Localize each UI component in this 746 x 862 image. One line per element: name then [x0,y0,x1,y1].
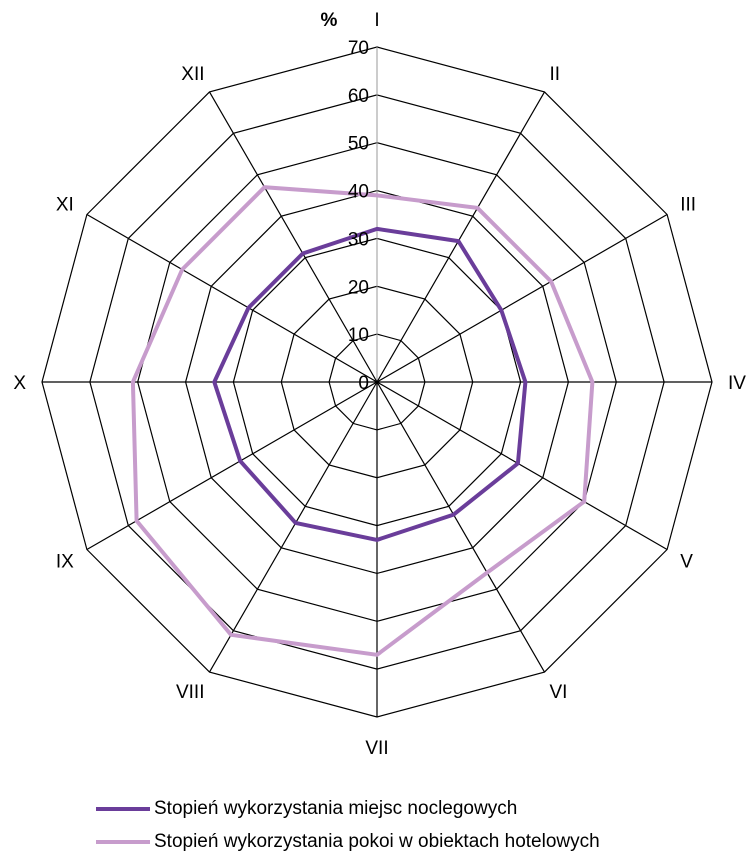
spoke [208,381,378,673]
radial-tick-label: 50 [348,134,369,155]
radial-tick-label: 0 [358,373,369,394]
category-label: III [680,195,696,216]
spoke [376,213,668,383]
unit-label: % [321,10,338,31]
category-label: I [374,10,379,31]
radial-tick-label: 10 [348,325,369,346]
series-layer [130,185,595,657]
radar-grid [41,46,713,718]
category-label: X [13,373,26,394]
category-label: IX [56,552,74,573]
spoke [376,91,546,383]
category-label: IV [728,373,746,394]
category-label: VII [365,738,388,759]
radial-tick-label: 70 [348,38,369,59]
spoke [376,381,668,551]
category-label: XII [181,64,204,85]
legend: Stopień wykorzystania miejsc noclegowych… [96,792,600,858]
radial-tick-label: 60 [348,86,369,107]
legend-label: Stopień wykorzystania pokoi w obiektach … [154,830,600,852]
series-line [212,226,528,542]
spoke [376,381,546,673]
radial-tick-label: 30 [348,229,369,250]
legend-line-icon [96,839,150,844]
spoke [208,91,378,383]
category-label: VIII [176,682,205,703]
spoke [86,213,378,383]
legend-item: Stopień wykorzystania pokoi w obiektach … [96,825,600,858]
legend-item: Stopień wykorzystania miejsc noclegowych [96,792,600,825]
radial-tick-label: 20 [348,277,369,298]
category-label: VI [550,682,568,703]
category-label: V [680,552,693,573]
radial-tick-label: 40 [348,182,369,203]
legend-line-icon [96,806,150,811]
legend-label: Stopień wykorzystania miejsc noclegowych [154,797,518,819]
category-label: II [550,64,561,85]
category-label: XI [56,195,74,216]
radial-tick-labels: 0 10 20 30 40 50 60 70 [348,38,369,394]
